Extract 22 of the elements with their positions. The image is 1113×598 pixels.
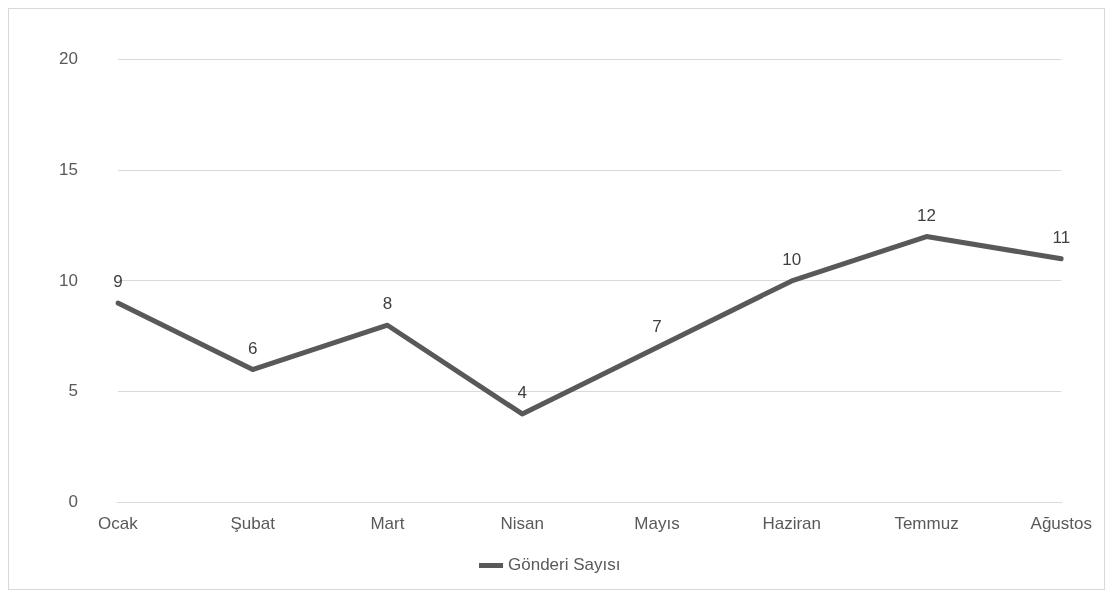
data-label: 10 bbox=[782, 250, 802, 270]
data-label: 11 bbox=[1052, 227, 1071, 247]
data-label: 4 bbox=[517, 383, 527, 403]
x-tick-label: Şubat bbox=[230, 514, 276, 534]
x-tick-label: Temmuz bbox=[894, 514, 959, 534]
y-tick-label: 10 bbox=[58, 270, 78, 290]
y-tick-label: 0 bbox=[68, 492, 78, 512]
x-tick-label: Haziran bbox=[762, 514, 822, 534]
legend-label: Gönderi Sayısı bbox=[508, 555, 621, 575]
data-label: 12 bbox=[917, 205, 936, 225]
data-label: 8 bbox=[382, 294, 393, 314]
x-tick-label: Nisan bbox=[500, 514, 544, 534]
y-tick-label: 20 bbox=[58, 48, 78, 68]
x-tick-label: Ağustos bbox=[1030, 514, 1093, 534]
x-tick-label: Mart bbox=[370, 514, 405, 534]
y-tick-label: 5 bbox=[68, 381, 78, 401]
data-label: 9 bbox=[113, 272, 123, 292]
data-label: 7 bbox=[652, 316, 662, 336]
x-tick-label: Ocak bbox=[98, 514, 139, 534]
y-tick-label: 15 bbox=[58, 159, 78, 179]
x-tick-label: Mayıs bbox=[634, 514, 680, 534]
data-label: 6 bbox=[247, 338, 258, 358]
